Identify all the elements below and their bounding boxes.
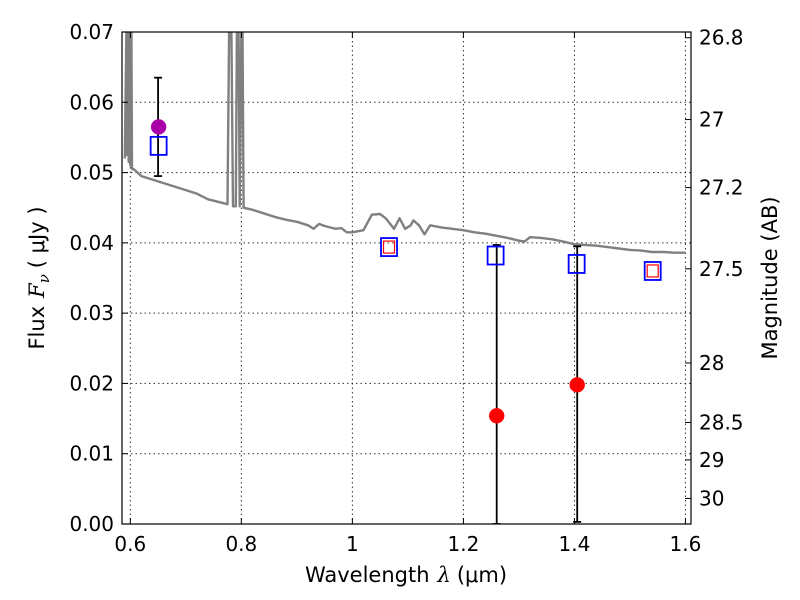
y-tick-label: 0.05	[69, 161, 114, 185]
model-photometry-square	[567, 254, 586, 274]
model-photometry-square	[380, 237, 398, 257]
y2-tick-label: 28	[699, 351, 724, 375]
x-tick-label: 1	[346, 532, 359, 556]
ticks: 0.6 0.8 1 1.2 1.4 1.6 0.00 0.01 0.02 0.03 0.04 0.05…	[69, 20, 743, 556]
model-photometry-inner-square	[646, 264, 659, 278]
y2-tick-label: 27.5	[699, 257, 744, 281]
y-tick-label: 0.01	[69, 442, 114, 466]
plot-frame	[121, 31, 692, 525]
x-tick-label: 1.2	[447, 532, 479, 556]
y2-axis-title: Magnitude (AB)	[758, 196, 782, 359]
observed-flux-point	[488, 408, 505, 424]
y2-tick-label: 29	[699, 448, 724, 472]
x-tick-label: 1.4	[559, 532, 591, 556]
y-tick-label: 0.06	[69, 90, 114, 114]
y-tick-label: 0.02	[69, 371, 114, 395]
y-tick-label: 0.07	[69, 20, 114, 44]
y-tick-label: 0.03	[69, 301, 114, 325]
spectrum-line	[123, 32, 686, 254]
y-axis-title: FluxFν( μJy )	[25, 206, 53, 349]
x-tick-label: 0.8	[225, 532, 257, 556]
y2-tick-label: 26.8	[699, 26, 744, 50]
x-tick-label: 0.6	[114, 532, 146, 556]
y2-tick-label: 27.2	[699, 176, 744, 200]
grid	[122, 31, 691, 525]
model-photometry-square	[643, 261, 662, 281]
model-photometry-inner-square	[382, 240, 396, 254]
y-tick-label: 0.00	[69, 512, 114, 536]
x-tick-label: 1.6	[670, 532, 702, 556]
plot-area	[123, 32, 686, 524]
y-tick-label: 0.04	[69, 231, 114, 255]
x-axis-title: Wavelength λ (μm)	[305, 563, 507, 587]
model-photometry-square	[486, 245, 505, 266]
observed-flux-point	[569, 377, 585, 393]
y2-tick-label: 30	[699, 486, 724, 510]
y2-tick-label: 28.5	[699, 410, 744, 434]
y2-tick-label: 27	[699, 108, 724, 132]
observed-flux-point	[150, 119, 167, 135]
model-photometry-square	[149, 135, 168, 156]
